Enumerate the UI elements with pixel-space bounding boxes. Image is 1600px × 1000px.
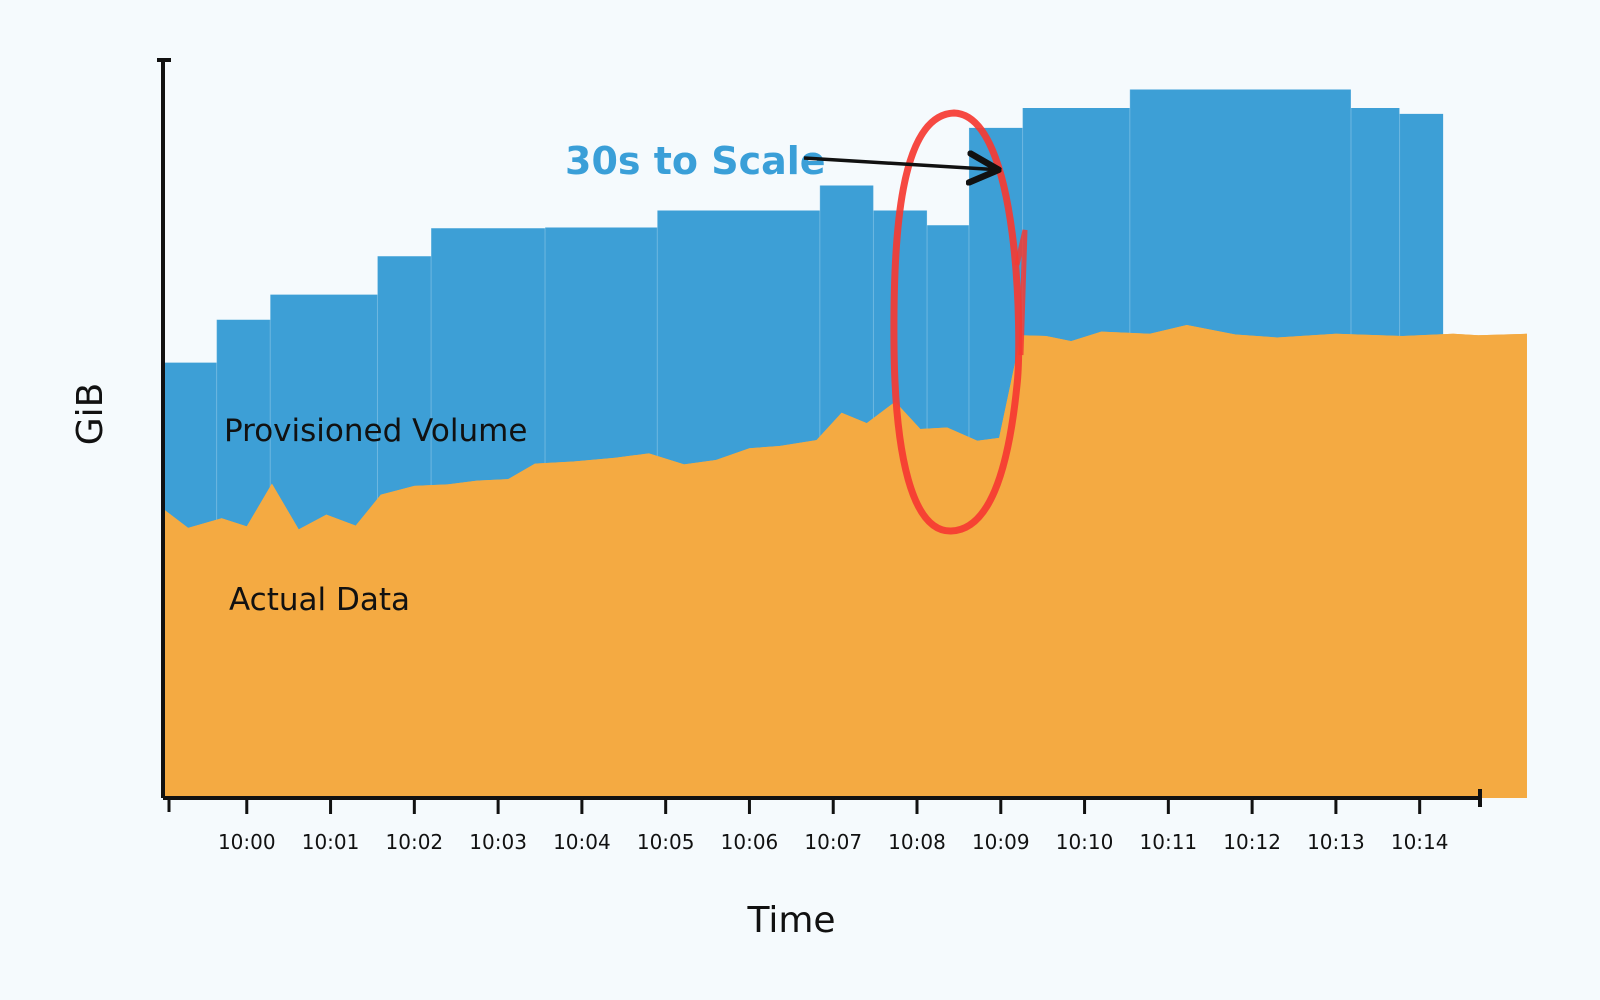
annotation-circle [890,109,1023,535]
series-area-actual-data-overlay [163,324,1527,798]
x-tick-label: 10:07 [804,830,862,854]
x-tick-label: 10:05 [637,830,695,854]
series-label-actual-data: Actual Data [229,582,410,618]
x-tick-label: 10:02 [386,830,444,854]
x-tick-label: 10:09 [972,830,1030,854]
x-tick-label: 10:12 [1223,830,1281,854]
x-tick-label: 10:04 [553,830,611,854]
x-tick-label: 10:08 [888,830,946,854]
x-tick-label: 10:14 [1391,830,1449,854]
x-tick-label: 10:10 [1056,830,1114,854]
annotation-label: 30s to Scale [565,139,826,183]
x-tick-label: 10:11 [1140,830,1198,854]
x-tick-label: 10:01 [302,830,360,854]
y-axis-title: GiB [70,383,111,446]
x-axis-title: Time [746,900,835,941]
x-tick-label: 10:06 [721,830,779,854]
annotation-circle-scribble [1014,229,1028,356]
annotation-arrow [803,158,996,170]
series-label-provisioned-volume: Provisioned Volume [224,413,527,449]
x-tick-label: 10:13 [1307,830,1365,854]
x-tick-label: 10:00 [218,830,276,854]
x-tick-label: 10:03 [469,830,527,854]
